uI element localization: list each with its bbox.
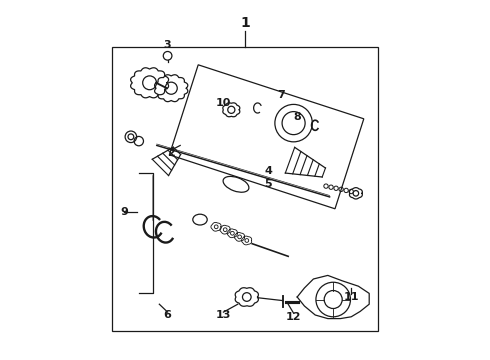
Text: 12: 12 [286, 312, 301, 322]
Text: 7: 7 [277, 90, 285, 100]
Text: 2: 2 [167, 148, 175, 158]
Text: 5: 5 [265, 179, 272, 189]
Text: 11: 11 [343, 292, 359, 302]
Text: 8: 8 [294, 112, 301, 122]
Text: 4: 4 [265, 166, 272, 176]
Text: 10: 10 [216, 98, 231, 108]
Text: 6: 6 [164, 310, 171, 320]
Text: 13: 13 [216, 310, 231, 320]
Text: 1: 1 [240, 17, 250, 30]
Text: 3: 3 [164, 40, 171, 50]
Text: 9: 9 [121, 207, 128, 217]
